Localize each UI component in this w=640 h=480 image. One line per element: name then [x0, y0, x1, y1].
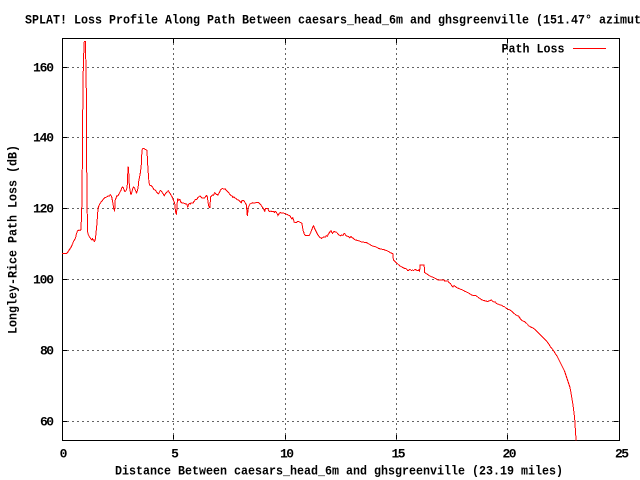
- svg-text:120: 120: [33, 202, 54, 217]
- svg-text:60: 60: [40, 415, 54, 430]
- svg-text:20: 20: [503, 447, 517, 462]
- svg-text:15: 15: [392, 447, 406, 462]
- svg-text:160: 160: [33, 61, 54, 76]
- svg-text:SPLAT! Loss Profile Along Path: SPLAT! Loss Profile Along Path Between c…: [25, 13, 640, 28]
- svg-text:80: 80: [40, 344, 54, 359]
- svg-text:5: 5: [171, 447, 179, 462]
- svg-text:25: 25: [615, 447, 629, 462]
- svg-text:Longley-Rice Path Loss (dB): Longley-Rice Path Loss (dB): [6, 145, 21, 334]
- svg-text:0: 0: [60, 447, 68, 462]
- svg-text:Distance Between caesars_head_: Distance Between caesars_head_6m and ghs…: [115, 464, 563, 479]
- svg-text:140: 140: [33, 131, 54, 146]
- svg-text:Path Loss: Path Loss: [502, 42, 565, 57]
- svg-text:10: 10: [280, 447, 294, 462]
- svg-text:100: 100: [33, 273, 54, 288]
